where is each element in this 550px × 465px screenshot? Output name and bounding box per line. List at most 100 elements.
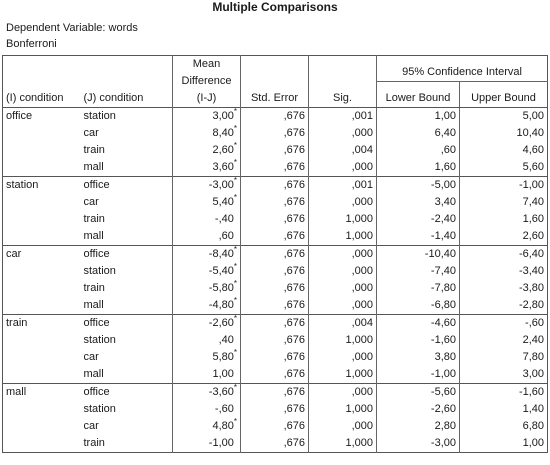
significance-asterisk: * [233, 141, 237, 150]
header-mean-difference-line3: (I-J) [196, 92, 217, 104]
mean-difference-cell: -2,60* [172, 314, 241, 332]
j-condition-cell: car [83, 127, 99, 139]
mean-difference-value: 5,40 [212, 196, 234, 208]
std-error-cell: ,676 [240, 332, 309, 349]
i-condition-cell [3, 280, 81, 297]
significance-asterisk: * [233, 124, 237, 133]
mean-difference-value: 3,00 [212, 110, 234, 122]
mean-difference-cell: ,60* [172, 228, 241, 246]
table-row: train 2,60* ,676,004,60 4,60 [3, 142, 548, 159]
std-error-cell: ,676 [240, 228, 309, 246]
i-condition-cell [3, 228, 81, 246]
upper-bound-cell: 2,40 [458, 332, 548, 349]
table-row: train -5,80* ,676,000 -7,80 -3,80 [3, 280, 548, 297]
significance-asterisk: * [233, 417, 237, 426]
lower-bound-cell: -5,60 [376, 383, 460, 401]
std-error-cell: ,676 [240, 314, 309, 332]
std-error-cell: ,676 [240, 159, 309, 177]
upper-bound-cell: 1,40 [458, 401, 548, 418]
std-error-cell: ,676 [240, 418, 309, 435]
upper-bound-cell: 2,60 [458, 228, 548, 246]
significance-asterisk: * [233, 245, 237, 254]
mean-difference-value: 1,00 [212, 368, 234, 380]
upper-bound-cell: 1,00 [458, 435, 548, 453]
table-row: office station 3,00* ,676,001 1,00 5,00 [2, 107, 548, 125]
i-condition-cell [3, 211, 81, 228]
mean-difference-value: -3,60 [208, 386, 234, 398]
i-condition-cell [3, 418, 81, 435]
sig-cell: 1,000 [308, 228, 377, 246]
sig-cell: ,000 [308, 418, 377, 435]
mean-difference-cell: -,60* [172, 401, 241, 418]
significance-asterisk: * [233, 279, 237, 288]
lower-bound-cell: 2,80 [376, 418, 460, 435]
sig-cell: ,000 [308, 349, 377, 366]
mean-difference-cell: -8,40* [172, 245, 241, 263]
upper-bound-cell: 3,00 [458, 366, 548, 384]
lower-bound-cell: -7,40 [376, 263, 460, 280]
mean-difference-value: 8,40 [212, 127, 234, 139]
upper-bound-cell: 5,00 [458, 107, 548, 125]
header-mean-difference-line2: Difference [181, 75, 232, 87]
upper-bound-cell: 7,80 [458, 349, 548, 366]
i-condition-cell: mall [2, 383, 81, 401]
std-error-cell: ,676 [240, 194, 309, 211]
j-condition-cell: station [80, 107, 173, 125]
sig-cell: 1,000 [308, 332, 377, 349]
mean-difference-value: -5,40 [208, 265, 234, 277]
j-condition-cell: station [83, 265, 116, 277]
std-error-cell: ,676 [240, 349, 309, 366]
upper-bound-cell: 1,60 [458, 211, 548, 228]
i-condition-cell: office [2, 107, 81, 125]
lower-bound-cell: 3,40 [376, 194, 460, 211]
header-j-condition: (J) condition [83, 92, 144, 104]
sig-cell: 1,000 [308, 366, 377, 384]
mean-difference-cell: 2,60* [172, 141, 241, 159]
sig-cell: ,000 [308, 297, 377, 315]
significance-asterisk: * [233, 314, 237, 323]
i-condition-cell [3, 297, 81, 315]
mean-difference-value: -8,40 [208, 248, 234, 260]
lower-bound-cell: -7,80 [376, 280, 460, 297]
i-condition-cell: train [2, 314, 81, 332]
upper-bound-cell: -6,40 [458, 245, 548, 263]
lower-bound-cell: -3,00 [376, 435, 460, 453]
mean-difference-cell: -5,80* [172, 279, 241, 297]
std-error-cell: ,676 [240, 366, 309, 384]
j-condition-cell: station [83, 334, 116, 346]
upper-bound-cell: -,60 [458, 314, 548, 332]
table-row: car 5,40* ,676,000 3,40 7,40 [3, 194, 548, 211]
i-condition-cell [3, 366, 81, 384]
table-row: car office -8,40* ,676,000 -10,40 -6,40 [2, 245, 548, 263]
significance-asterisk: * [233, 296, 237, 305]
table-row: mall -4,80* ,676,000 -6,80 -2,80 [3, 297, 548, 315]
mean-difference-cell: ,40* [172, 332, 241, 349]
significance-asterisk: * [233, 348, 237, 357]
mean-difference-cell: 3,00* [172, 107, 241, 125]
mean-difference-cell: 5,40* [172, 194, 241, 211]
i-condition-cell [3, 332, 81, 349]
lower-bound-cell: -1,60 [376, 332, 460, 349]
mean-difference-value: -,60 [214, 403, 234, 415]
j-condition-cell: train [83, 144, 105, 156]
std-error-cell: ,676 [240, 383, 309, 401]
j-condition-cell: office [80, 314, 173, 332]
mean-difference-value: -2,60 [208, 317, 234, 329]
mean-difference-cell: -5,40* [172, 263, 241, 280]
mean-difference-value: -4,80 [208, 299, 234, 311]
j-condition-cell: train [83, 282, 105, 294]
table-row: car 8,40* ,676,000 6,40 10,40 [3, 125, 548, 142]
table-row: station office -3,00* ,676,001 -5,00 -1,00 [2, 176, 548, 194]
header-mean-difference: Mean Difference (I-J) [172, 55, 241, 108]
sig-cell: ,001 [308, 107, 377, 125]
upper-bound-cell: 10,40 [458, 125, 548, 142]
mean-difference-cell: 4,80* [172, 417, 241, 435]
j-condition-cell: office [80, 176, 173, 194]
j-condition-cell: car [83, 420, 99, 432]
header-confidence-interval: 95% Confidence Interval [375, 55, 548, 82]
i-condition-cell: car [2, 245, 81, 263]
